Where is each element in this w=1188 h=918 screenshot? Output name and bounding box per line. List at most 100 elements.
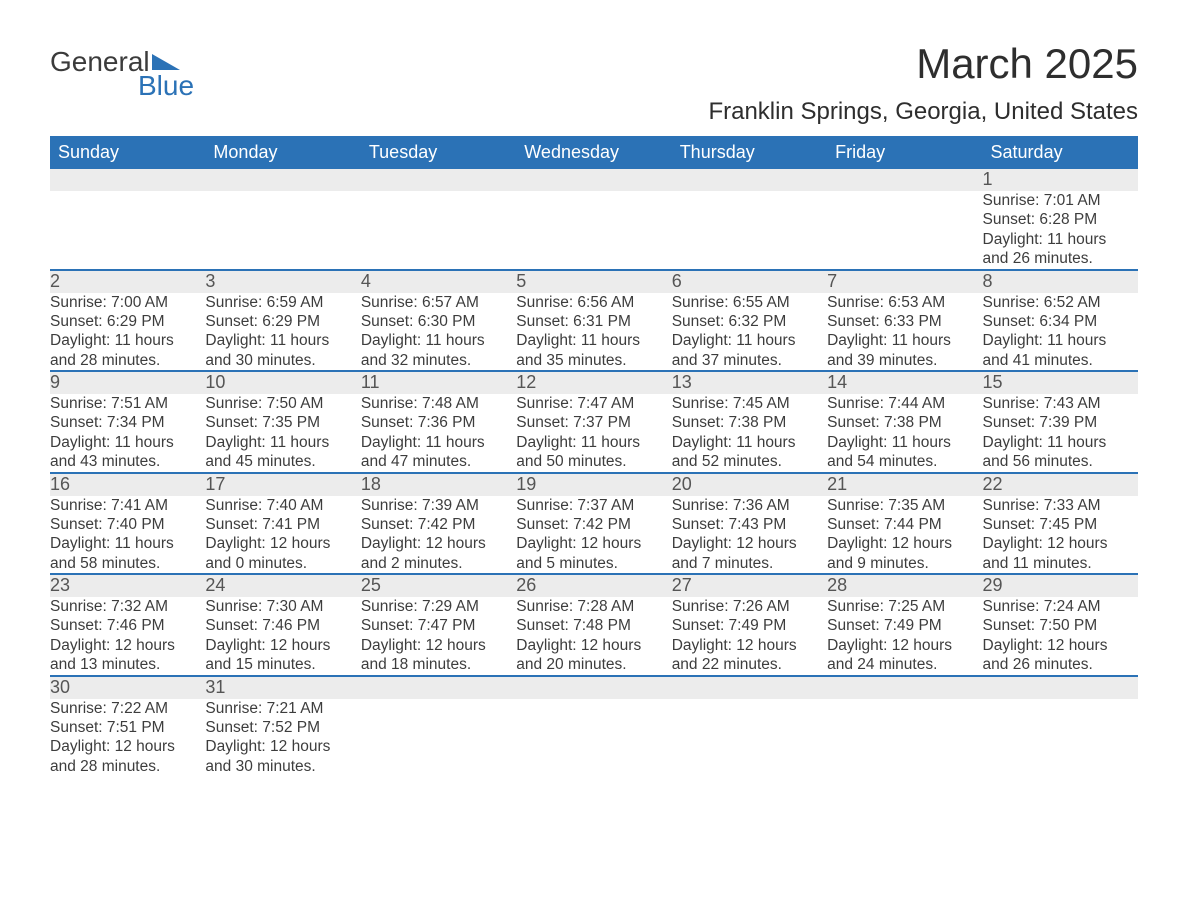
day-number-cell: 30 [50, 676, 205, 699]
day-number-cell [827, 676, 982, 699]
sunrise-text: Sunrise: 7:47 AM [516, 394, 671, 413]
sunset-text: Sunset: 6:31 PM [516, 312, 671, 331]
daylight-text-line1: Daylight: 12 hours [827, 534, 982, 553]
day-detail-cell: Sunrise: 7:50 AMSunset: 7:35 PMDaylight:… [205, 394, 360, 473]
day-detail-cell [205, 191, 360, 270]
sunrise-text: Sunrise: 6:53 AM [827, 293, 982, 312]
day-detail-cell: Sunrise: 6:55 AMSunset: 6:32 PMDaylight:… [672, 293, 827, 372]
day-number-cell: 6 [672, 270, 827, 293]
day-number: 20 [672, 474, 692, 494]
day-detail-cell [361, 191, 516, 270]
day-number-cell [205, 169, 360, 191]
day-detail-cell: Sunrise: 7:26 AMSunset: 7:49 PMDaylight:… [672, 597, 827, 676]
day-number: 16 [50, 474, 70, 494]
sunrise-text: Sunrise: 7:40 AM [205, 496, 360, 515]
sunrise-text: Sunrise: 7:51 AM [50, 394, 205, 413]
day-detail-cell: Sunrise: 7:29 AMSunset: 7:47 PMDaylight:… [361, 597, 516, 676]
daylight-text-line2: and 30 minutes. [205, 757, 360, 776]
day-number: 4 [361, 271, 371, 291]
daylight-text-line1: Daylight: 11 hours [50, 433, 205, 452]
day-number-cell: 13 [672, 371, 827, 394]
daylight-text-line1: Daylight: 11 hours [50, 331, 205, 350]
daylight-text-line2: and 2 minutes. [361, 554, 516, 573]
sunrise-text: Sunrise: 6:52 AM [983, 293, 1138, 312]
sunrise-text: Sunrise: 7:41 AM [50, 496, 205, 515]
day-number-cell: 24 [205, 574, 360, 597]
day-number: 12 [516, 372, 536, 392]
daylight-text-line2: and 30 minutes. [205, 351, 360, 370]
day-number: 14 [827, 372, 847, 392]
sunrise-text: Sunrise: 7:24 AM [983, 597, 1138, 616]
daylight-text-line2: and 54 minutes. [827, 452, 982, 471]
daylight-text-line2: and 7 minutes. [672, 554, 827, 573]
sunset-text: Sunset: 7:35 PM [205, 413, 360, 432]
daylight-text-line1: Daylight: 12 hours [983, 534, 1138, 553]
sunset-text: Sunset: 7:46 PM [50, 616, 205, 635]
day-number-cell: 29 [983, 574, 1138, 597]
day-number: 22 [983, 474, 1003, 494]
day-number: 30 [50, 677, 70, 697]
day-detail-cell: Sunrise: 7:01 AMSunset: 6:28 PMDaylight:… [983, 191, 1138, 270]
daylight-text-line1: Daylight: 11 hours [516, 433, 671, 452]
daylight-text-line1: Daylight: 11 hours [672, 433, 827, 452]
sunset-text: Sunset: 7:36 PM [361, 413, 516, 432]
day-number-cell: 18 [361, 473, 516, 496]
daylight-text-line1: Daylight: 11 hours [516, 331, 671, 350]
daylight-text-line1: Daylight: 12 hours [205, 534, 360, 553]
day-detail-cell: Sunrise: 7:32 AMSunset: 7:46 PMDaylight:… [50, 597, 205, 676]
daylight-text-line1: Daylight: 12 hours [205, 737, 360, 756]
daylight-text-line2: and 26 minutes. [983, 655, 1138, 674]
day-number: 2 [50, 271, 60, 291]
day-number: 13 [672, 372, 692, 392]
logo-text-main: General [50, 48, 150, 76]
day-number-cell: 10 [205, 371, 360, 394]
page-header: General Blue March 2025 Franklin Springs… [50, 40, 1138, 126]
day-number-cell [827, 169, 982, 191]
daylight-text-line1: Daylight: 12 hours [827, 636, 982, 655]
daylight-text-line2: and 43 minutes. [50, 452, 205, 471]
daylight-text-line1: Daylight: 12 hours [672, 636, 827, 655]
day-number: 11 [361, 372, 380, 392]
sunrise-text: Sunrise: 7:43 AM [983, 394, 1138, 413]
daylight-text-line1: Daylight: 11 hours [827, 433, 982, 452]
day-number-cell: 9 [50, 371, 205, 394]
day-number-cell: 23 [50, 574, 205, 597]
day-number-cell: 21 [827, 473, 982, 496]
sunset-text: Sunset: 6:28 PM [983, 210, 1138, 229]
day-number: 29 [983, 575, 1003, 595]
sunset-text: Sunset: 6:30 PM [361, 312, 516, 331]
day-detail-cell: Sunrise: 7:41 AMSunset: 7:40 PMDaylight:… [50, 496, 205, 575]
day-detail-cell [50, 191, 205, 270]
daylight-text-line1: Daylight: 11 hours [672, 331, 827, 350]
sunset-text: Sunset: 7:49 PM [672, 616, 827, 635]
day-number: 3 [205, 271, 215, 291]
daylight-text-line1: Daylight: 12 hours [50, 636, 205, 655]
weekday-header: Wednesday [516, 136, 671, 169]
sunset-text: Sunset: 7:42 PM [516, 515, 671, 534]
daylight-text-line1: Daylight: 12 hours [672, 534, 827, 553]
sunset-text: Sunset: 7:40 PM [50, 515, 205, 534]
day-number-cell [361, 169, 516, 191]
sunset-text: Sunset: 7:50 PM [983, 616, 1138, 635]
daylight-text-line1: Daylight: 12 hours [983, 636, 1138, 655]
daylight-text-line1: Daylight: 12 hours [361, 636, 516, 655]
daylight-text-line2: and 22 minutes. [672, 655, 827, 674]
sunrise-text: Sunrise: 7:50 AM [205, 394, 360, 413]
sunrise-text: Sunrise: 7:26 AM [672, 597, 827, 616]
day-number-cell: 2 [50, 270, 205, 293]
sunrise-text: Sunrise: 7:30 AM [205, 597, 360, 616]
day-number-row: 2345678 [50, 270, 1138, 293]
day-detail-cell: Sunrise: 7:43 AMSunset: 7:39 PMDaylight:… [983, 394, 1138, 473]
weekday-header: Thursday [672, 136, 827, 169]
sunrise-text: Sunrise: 7:39 AM [361, 496, 516, 515]
sunset-text: Sunset: 7:38 PM [672, 413, 827, 432]
day-number-cell: 15 [983, 371, 1138, 394]
day-number-cell: 31 [205, 676, 360, 699]
sunset-text: Sunset: 7:38 PM [827, 413, 982, 432]
day-detail-cell: Sunrise: 7:28 AMSunset: 7:48 PMDaylight:… [516, 597, 671, 676]
sunset-text: Sunset: 6:34 PM [983, 312, 1138, 331]
day-number: 18 [361, 474, 381, 494]
day-number: 19 [516, 474, 536, 494]
weekday-header: Saturday [983, 136, 1138, 169]
daylight-text-line1: Daylight: 12 hours [516, 534, 671, 553]
